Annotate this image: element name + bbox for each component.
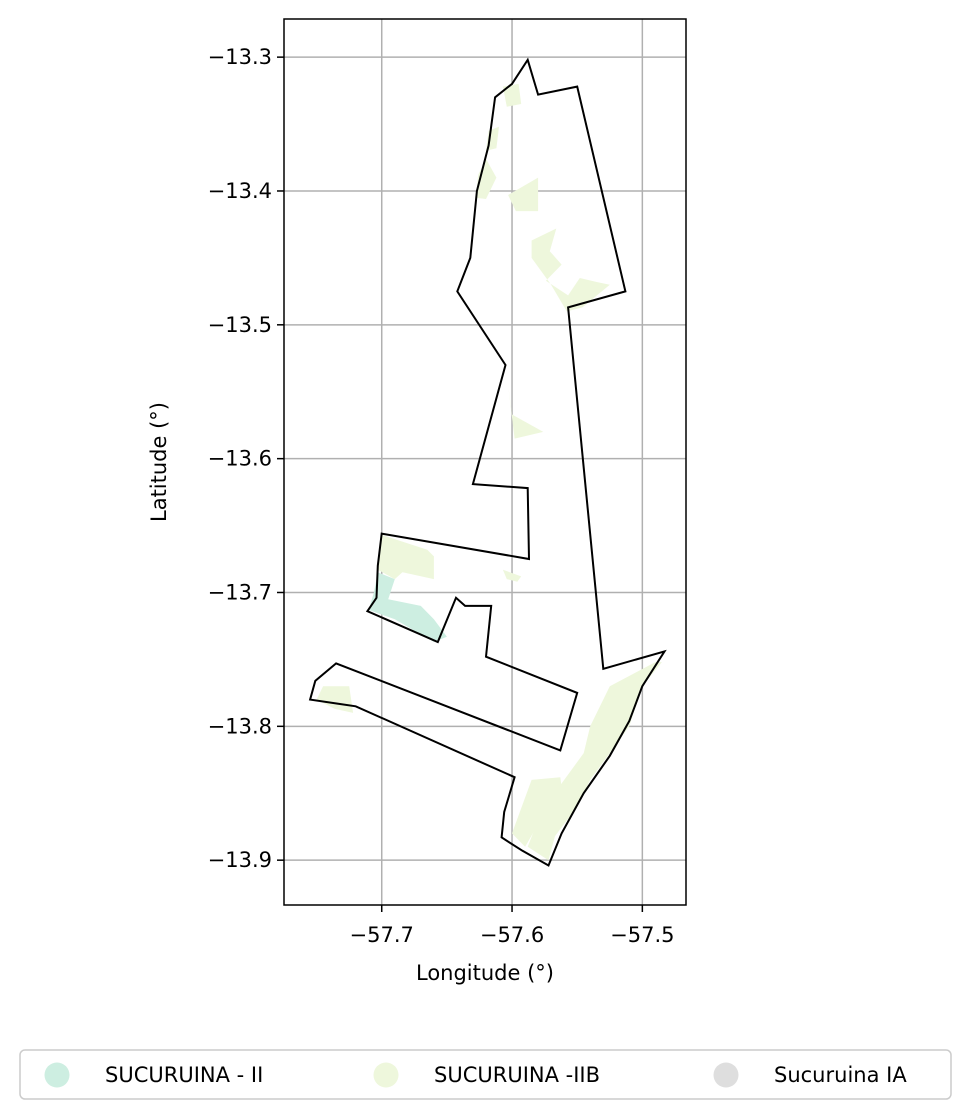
region-4 — [531, 228, 610, 312]
y-tick-label-1: −13.4 — [208, 179, 272, 203]
y-ticks: −13.3 −13.4 −13.5 −13.6 −13.7 −13.8 −13.9 — [208, 45, 284, 872]
region-2 — [475, 158, 497, 199]
legend-marker-0 — [44, 1062, 70, 1088]
legend-label-1: SUCURUINA -IIB — [434, 1063, 600, 1087]
x-axis-label: Longitude (°) — [416, 961, 554, 985]
legend-frame — [19, 1049, 952, 1100]
x-ticks: −57.7 −57.6 −57.5 — [350, 905, 675, 947]
legend: SUCURUINA - II SUCURUINA -IIB Sucuruina IA — [19, 1049, 952, 1100]
legend-marker-2 — [713, 1062, 739, 1088]
region-9 — [316, 686, 354, 713]
x-tick-label-1: −57.6 — [480, 923, 544, 947]
regions — [316, 83, 662, 861]
y-tick-label-2: −13.5 — [208, 313, 272, 337]
region-3 — [508, 177, 539, 212]
region-10 — [527, 662, 662, 861]
plot-frame — [283, 18, 687, 906]
y-axis-label: Latitude (°) — [147, 402, 171, 522]
y-tick-label-4: −13.7 — [208, 580, 272, 604]
region-8 — [502, 569, 522, 582]
grid-lines — [284, 19, 686, 905]
region-12 — [368, 572, 447, 642]
x-tick-label-0: −57.7 — [350, 923, 414, 947]
legend-marker-1 — [373, 1062, 399, 1088]
boundary-outline — [308, 57, 667, 867]
region-7 — [397, 549, 434, 580]
region-0 — [502, 83, 522, 107]
region-11 — [512, 777, 565, 847]
legend-label-0: SUCURUINA - II — [105, 1063, 263, 1087]
region-6 — [377, 534, 428, 580]
y-tick-label-3: −13.6 — [208, 447, 272, 471]
y-tick-label-6: −13.9 — [208, 848, 272, 872]
x-tick-label-2: −57.5 — [610, 923, 674, 947]
legend-label-2: Sucuruina IA — [774, 1063, 907, 1087]
y-tick-label-5: −13.8 — [208, 714, 272, 738]
y-tick-label-0: −13.3 — [208, 45, 272, 69]
region-5 — [508, 385, 544, 439]
